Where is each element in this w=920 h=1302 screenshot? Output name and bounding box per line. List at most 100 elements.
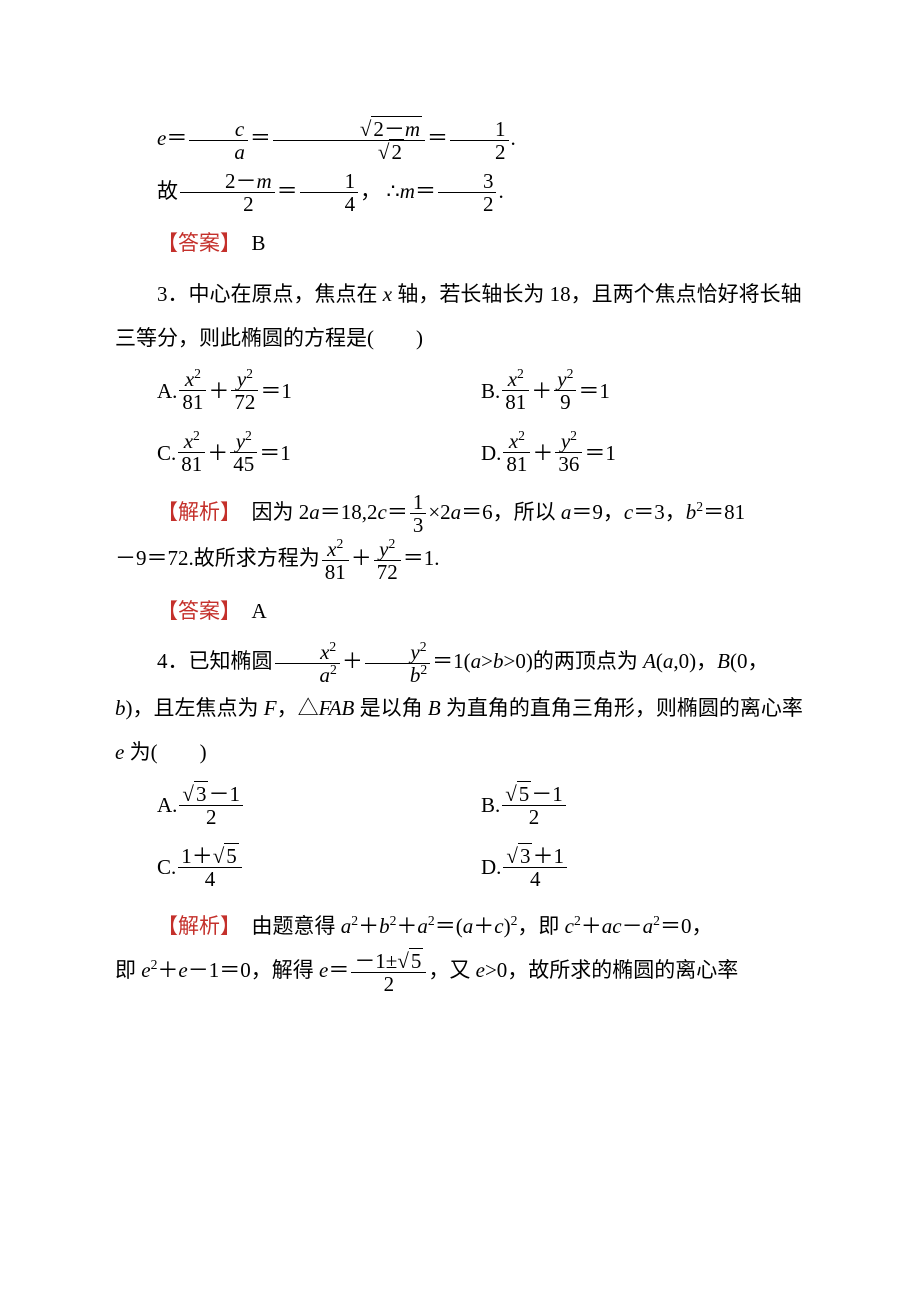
opt-label: A. [157, 783, 177, 827]
text: ＝18,2 [320, 500, 378, 524]
text: ＝9， [571, 500, 624, 524]
var-e: e [178, 958, 187, 982]
var-b: b [493, 649, 504, 673]
eq-1: ＝1 [259, 431, 291, 475]
option-B: B.5－12 [481, 774, 805, 836]
eq-sign: ＝ [427, 126, 448, 150]
var-e: e [157, 126, 166, 150]
option-C: C.x281＋y245＝1 [157, 422, 481, 484]
frac: y2b2 [365, 641, 430, 686]
question-4-analysis: 【解析】 由题意得 a2＋b2＋a2＝(a＋c)2，即 c2＋ac－a2＝0， … [115, 904, 805, 995]
opt-label: C. [157, 431, 176, 475]
var-a: a [663, 649, 674, 673]
frac: 3＋14 [503, 845, 567, 890]
frac: x2a2 [275, 641, 340, 686]
question-4-stem: 4．已知椭圆x2a2＋y2b2＝1(a>b>0)的两顶点为 A(a,0)，B(0… [115, 639, 805, 774]
text: 为( ) [124, 740, 206, 764]
var-ac: ac [602, 914, 622, 938]
analysis-label: 【解析】 [157, 500, 231, 524]
analysis-label: 【解析】 [157, 914, 231, 938]
frac: x281 [322, 538, 349, 583]
period: . [498, 179, 503, 203]
var-a: a [451, 500, 462, 524]
answer-label: 【答案】 [157, 231, 231, 255]
text: ，△ [277, 696, 319, 720]
frac: y236 [555, 430, 582, 475]
text: ＝81 [703, 500, 745, 524]
frac-1-3: 13 [410, 491, 427, 536]
answer-value: A [252, 599, 267, 623]
text: ＝3， [633, 500, 686, 524]
plus: ＋ [581, 914, 602, 938]
page: e＝ca＝2－m2＝12. 故2－m2＝14， ∴m＝32. 【答案】 B 3．… [0, 0, 920, 1302]
opt-label: D. [481, 431, 501, 475]
option-A: A.3－12 [157, 774, 481, 836]
eq-sign: ＝ [277, 179, 298, 203]
plus: ＋ [358, 914, 379, 938]
plus: ＋ [157, 958, 178, 982]
plus: ＋ [396, 914, 417, 938]
text: ＝ [387, 500, 408, 524]
sqrt-2: 2 [336, 141, 404, 163]
frac-c-over-a: ca [189, 118, 248, 163]
text: (0， [730, 649, 769, 673]
text: 为直角的直角三角形，则椭圆的离心率 [441, 696, 803, 720]
point-A: A [643, 649, 656, 673]
point-B: B [428, 696, 441, 720]
frac: y245 [230, 430, 257, 475]
frac: x281 [178, 430, 205, 475]
question-4-options: A.3－12 B.5－12 C.1＋54 D.3＋14 [157, 774, 805, 898]
text: ,0)， [673, 649, 717, 673]
answer-block-2: 【答案】 B [115, 221, 805, 265]
triangle-FAB: FAB [319, 696, 355, 720]
var-c: c [494, 914, 503, 938]
frac-3-2: 32 [438, 170, 497, 215]
var-a: a [471, 649, 482, 673]
text: ) [504, 914, 511, 938]
frac-1-4: 14 [300, 170, 359, 215]
opt-label: B. [481, 369, 500, 413]
var-e: e [141, 958, 150, 982]
var-e: e [115, 740, 124, 764]
point-F: F [264, 696, 277, 720]
option-D: D.3＋14 [481, 836, 805, 898]
equation-line-2: 故2－m2＝14， ∴m＝32. [115, 169, 805, 216]
opt-label: A. [157, 369, 177, 413]
frac: 3－12 [179, 783, 243, 828]
text: 即 [115, 958, 141, 982]
frac: y272 [374, 538, 401, 583]
eq-1: ＝1 [584, 431, 616, 475]
opt-label: C. [157, 845, 176, 889]
var-b: b [115, 696, 126, 720]
text: ，即 [517, 914, 564, 938]
frac: 5－12 [502, 783, 566, 828]
eq-1: ＝1 [260, 369, 292, 413]
gt: > [481, 649, 493, 673]
sqrt-2-minus-m: 2－m [318, 118, 422, 140]
answer-block-3: 【答案】 A [115, 589, 805, 633]
eq-sign: ＝ [166, 126, 187, 150]
var-x: x [383, 282, 392, 306]
question-3-stem: 3．中心在原点，焦点在 x 轴，若长轴长为 18，且两个焦点恰好将长轴三等分，则… [115, 272, 805, 360]
option-D: D.x281＋y236＝1 [481, 422, 805, 484]
question-3-options: A.x281＋y272＝1 B.x281＋y29＝1 C.x281＋y245＝1… [157, 360, 805, 484]
opt-label: B. [481, 783, 500, 827]
text: ＝6，所以 [461, 500, 561, 524]
text: ＝1. [403, 546, 440, 570]
frac-solution: －1±52 [351, 950, 426, 995]
var-b: b [686, 500, 697, 524]
frac: x281 [179, 368, 206, 413]
frac: x281 [502, 368, 529, 413]
text: ＝( [435, 914, 463, 938]
text: >0)的两顶点为 [504, 649, 644, 673]
q3-text-1: 3．中心在原点，焦点在 [157, 282, 383, 306]
text: 因为 2 [252, 500, 310, 524]
var-c: c [624, 500, 633, 524]
var-m: m [400, 179, 415, 203]
opt-label: D. [481, 845, 501, 889]
var-e: e [476, 958, 485, 982]
var-a: a [309, 500, 320, 524]
text: )，且左焦点为 [126, 696, 264, 720]
text: ( [656, 649, 663, 673]
frac: y272 [231, 368, 258, 413]
